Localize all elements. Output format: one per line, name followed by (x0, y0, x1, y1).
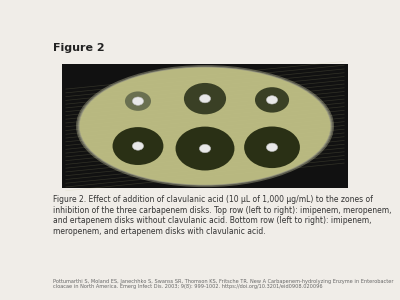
Ellipse shape (78, 67, 332, 185)
Text: Figure 2. Effect of addition of clavulanic acid (10 μL of 1,000 μg/mL) to the zo: Figure 2. Effect of addition of clavulan… (53, 195, 392, 236)
Ellipse shape (77, 66, 333, 187)
Ellipse shape (125, 92, 151, 111)
Ellipse shape (176, 127, 234, 170)
Ellipse shape (80, 68, 330, 185)
Bar (62, 64, 348, 188)
Text: Pottumarthi S, Moland ES, Janechhko S, Swanss SR, Thomson KS, Fritsche TR. New A: Pottumarthi S, Moland ES, Janechhko S, S… (53, 278, 394, 289)
Ellipse shape (244, 127, 300, 168)
Ellipse shape (184, 83, 226, 114)
Ellipse shape (200, 144, 210, 153)
Ellipse shape (266, 143, 278, 152)
Ellipse shape (132, 142, 144, 150)
Ellipse shape (255, 87, 289, 112)
Ellipse shape (200, 94, 210, 103)
Text: Figure 2: Figure 2 (53, 43, 105, 53)
Ellipse shape (132, 97, 144, 105)
Ellipse shape (266, 96, 278, 104)
Ellipse shape (112, 127, 163, 165)
